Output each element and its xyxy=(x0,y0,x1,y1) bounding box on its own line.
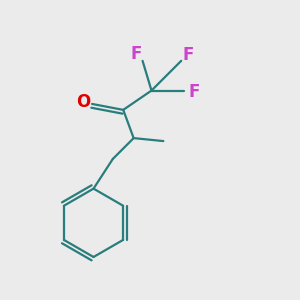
Text: F: F xyxy=(188,83,200,101)
Text: F: F xyxy=(131,45,142,63)
Text: O: O xyxy=(76,93,91,111)
Text: F: F xyxy=(183,46,194,64)
